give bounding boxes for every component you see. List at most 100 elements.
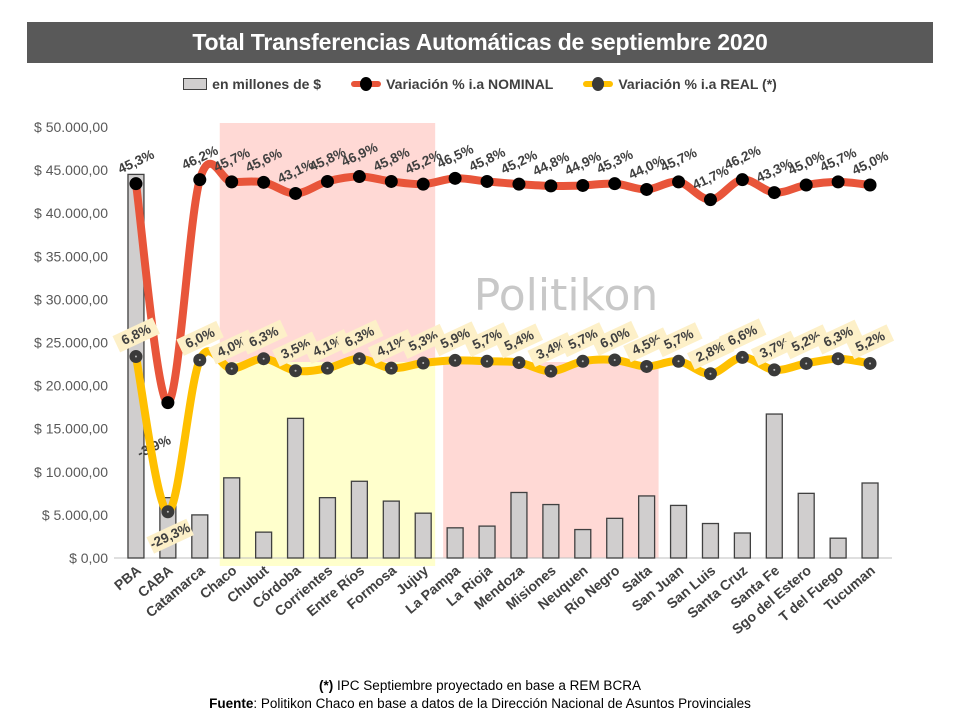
nominal-data-label: 45,7% xyxy=(658,145,699,175)
bar xyxy=(606,517,624,559)
watermark: Politikon xyxy=(474,270,659,321)
real-point-center xyxy=(613,359,616,361)
bar xyxy=(382,500,400,559)
nominal-point xyxy=(193,173,207,187)
nominal-point xyxy=(767,186,781,200)
data-label-box xyxy=(240,319,288,355)
nominal-point xyxy=(576,178,590,192)
data-label-box xyxy=(718,318,767,354)
footer-note-marker: (*) xyxy=(319,678,334,693)
y-tick-label: $ 45.000,00 xyxy=(34,162,108,178)
real-point-center xyxy=(390,367,393,370)
real-point-center xyxy=(198,359,201,361)
bar xyxy=(861,482,879,559)
real-point-center xyxy=(166,510,169,513)
footer-source: Fuente: Politikon Chaco en base a datos … xyxy=(0,696,960,711)
footer-note: (*) IPC Septiembre proyectado en base a … xyxy=(0,678,960,693)
footer-source-text: : Politikon Chaco en base a datos de la … xyxy=(253,696,751,711)
nominal-point xyxy=(544,179,558,193)
y-tick-label: $ 0,00 xyxy=(69,550,108,566)
legend-nominal-swatch xyxy=(351,77,382,91)
bar xyxy=(829,537,847,559)
nominal-point xyxy=(863,178,877,192)
nominal-point xyxy=(735,173,749,187)
bar xyxy=(701,522,720,559)
real-point-center xyxy=(741,356,744,359)
legend-label-bars: en millones de $ xyxy=(212,76,322,92)
bar xyxy=(542,503,560,559)
bar xyxy=(733,532,752,559)
data-label-box xyxy=(335,319,384,355)
nominal-data-label: 46,2% xyxy=(722,143,763,173)
real-point-center xyxy=(581,360,584,363)
data-label-text: 46,2% xyxy=(722,143,763,173)
nominal-point xyxy=(799,178,813,192)
bar xyxy=(350,480,369,559)
data-label-box xyxy=(272,331,320,367)
chart-title-bar: Total Transferencias Automáticas de sept… xyxy=(27,22,933,63)
real-data-label: 6,0% xyxy=(591,320,639,356)
data-label-box xyxy=(463,322,512,358)
data-label-box xyxy=(623,327,671,363)
y-tick-label: $ 25.000,00 xyxy=(34,335,108,351)
legend-item-bars: en millones de $ xyxy=(183,76,321,92)
y-tick-label: $ 5.000,00 xyxy=(42,507,108,523)
real-point-center xyxy=(326,367,329,370)
legend-label-real: Variación % i.a REAL (*) xyxy=(618,76,777,92)
real-point-center xyxy=(358,357,361,360)
y-tick-label: $ 15.000,00 xyxy=(34,421,108,437)
nominal-point xyxy=(320,174,334,188)
bar xyxy=(510,491,528,559)
chart-title: Total Transferencias Automáticas de sept… xyxy=(192,29,768,55)
footer-source-label: Fuente xyxy=(209,696,254,711)
data-label-box xyxy=(146,518,194,554)
nominal-point xyxy=(608,177,622,191)
data-label-box xyxy=(846,324,895,360)
real-point-center xyxy=(645,365,648,368)
nominal-point xyxy=(225,175,239,189)
y-tick-label: $ 10.000,00 xyxy=(34,464,108,480)
real-point-center xyxy=(677,360,680,363)
data-label-box xyxy=(655,322,703,358)
y-tick-label: $ 20.000,00 xyxy=(34,378,108,394)
legend-item-nominal: Variación % i.a NOMINAL xyxy=(351,76,553,92)
real-point-center xyxy=(709,372,712,375)
bar xyxy=(765,413,783,559)
legend-label-nominal: Variación % i.a NOMINAL xyxy=(386,76,554,92)
real-point-center xyxy=(230,367,233,370)
real-point-center xyxy=(837,357,840,360)
nominal-point xyxy=(448,171,462,185)
bar xyxy=(318,497,337,559)
bar xyxy=(254,531,273,559)
bar xyxy=(574,528,592,559)
nominal-point xyxy=(512,177,526,191)
bar xyxy=(446,527,464,559)
data-label-box xyxy=(591,320,639,356)
real-point-center xyxy=(454,359,457,362)
legend-real-swatch xyxy=(583,77,614,91)
nominal-point xyxy=(672,175,686,189)
nominal-point xyxy=(161,396,175,410)
bar xyxy=(478,525,496,559)
data-label-box xyxy=(750,330,799,366)
data-label-box xyxy=(495,323,544,359)
data-label-box xyxy=(431,321,480,357)
bar xyxy=(414,512,432,559)
bar xyxy=(669,504,688,559)
real-point-center xyxy=(773,368,776,371)
y-tick-label: $ 30.000,00 xyxy=(34,291,108,307)
real-point-center xyxy=(262,357,265,360)
chart-legend: en millones de $ Variación % i.a NOMINAL… xyxy=(0,76,960,92)
real-point-center xyxy=(294,369,297,372)
bar xyxy=(286,417,305,559)
nominal-point xyxy=(129,177,143,191)
data-label-box xyxy=(814,319,863,355)
real-point-center xyxy=(422,362,425,365)
nominal-point xyxy=(703,193,717,207)
real-point-center xyxy=(805,362,808,365)
nominal-point xyxy=(384,174,398,188)
data-label-box xyxy=(367,329,416,364)
data-label-text: 45,3% xyxy=(116,147,157,177)
highlight-band xyxy=(219,123,436,363)
